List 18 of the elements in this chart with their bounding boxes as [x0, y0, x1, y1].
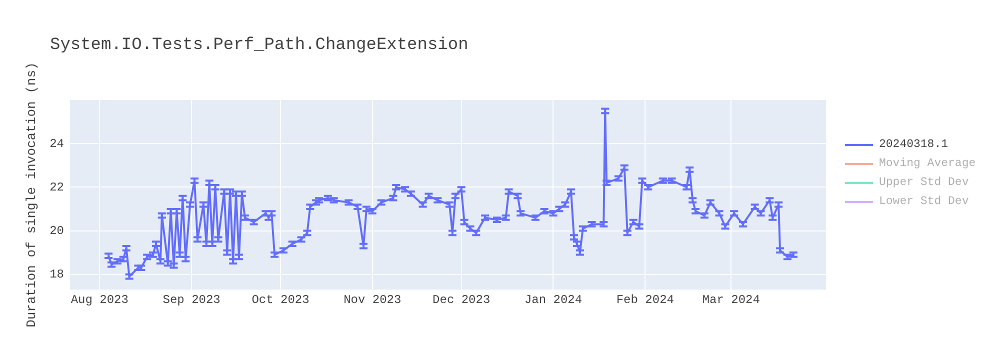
x-tick-label: Aug 2023: [70, 292, 128, 307]
y-tick-label: 22: [50, 180, 64, 194]
x-tick-label: Sep 2023: [162, 292, 220, 307]
y-tick-label: 24: [50, 136, 64, 151]
chart-title: System.IO.Tests.Perf_Path.ChangeExtension: [50, 36, 468, 55]
x-tick-label: Dec 2023: [432, 292, 490, 307]
y-tick-label: 20: [50, 224, 64, 238]
x-tick-label: Feb 2024: [616, 292, 674, 307]
legend-label: Lower Std Dev: [879, 195, 969, 208]
y-tick-label: 18: [50, 268, 64, 282]
y-axis-title: Duration of single invocation (ns): [24, 62, 40, 328]
x-tick-label: Jan 2024: [524, 292, 582, 307]
x-tick-label: Nov 2023: [344, 292, 402, 307]
x-tick-label: Oct 2023: [252, 292, 310, 307]
legend-label: Moving Average: [879, 157, 976, 170]
x-tick-label: Mar 2024: [702, 292, 760, 307]
legend-label: Upper Std Dev: [879, 176, 969, 189]
legend-label: 20240318.1: [879, 138, 948, 151]
